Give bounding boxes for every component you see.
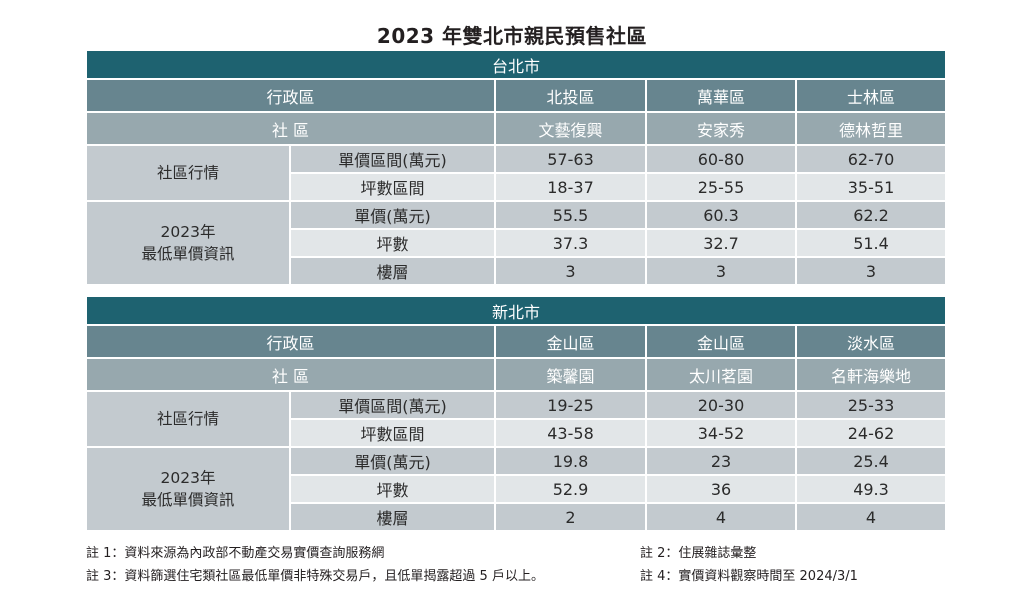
value-cell: 43-58 [494, 418, 647, 448]
community-row: 社 區 築馨園 太川茗園 名軒海樂地 [85, 357, 948, 392]
value-cell: 25.4 [794, 446, 948, 476]
value-cell: 57-63 [494, 144, 647, 174]
district-cell: 淡水區 [794, 324, 948, 359]
community-cell: 太川茗園 [645, 357, 797, 392]
row-label: 坪數 [289, 474, 496, 504]
value-cell: 35-51 [794, 172, 948, 202]
page-title: 2023 年雙北市親民預售社區 [376, 24, 648, 48]
district-label: 行政區 [85, 324, 496, 359]
value-cell: 62.2 [794, 200, 948, 230]
community-label: 社 區 [85, 357, 496, 392]
value-cell: 23 [645, 446, 797, 476]
row-label: 單價區間(萬元) [289, 144, 496, 174]
value-cell: 24-62 [794, 418, 948, 448]
table-row: 社區行情 單價區間(萬元) 57-63 60-80 62-70 [85, 144, 948, 202]
value-cell: 55.5 [494, 200, 647, 230]
row-label: 單價(萬元) [289, 200, 496, 230]
community-cell: 德林哲里 [794, 111, 948, 146]
footnote-1: 註 1：資料來源為內政部不動產交易實價查詢服務網 [86, 546, 385, 561]
value-cell: 25-55 [645, 172, 797, 202]
value-cell: 4 [794, 502, 948, 532]
market-group-label: 社區行情 [85, 390, 291, 448]
district-row: 行政區 金山區 金山區 淡水區 [85, 324, 948, 359]
row-label: 單價區間(萬元) [289, 390, 496, 420]
value-cell: 19-25 [494, 390, 647, 420]
row-label: 坪數區間 [289, 172, 496, 202]
value-cell: 37.3 [494, 228, 647, 258]
row-label: 樓層 [289, 502, 496, 532]
row-label: 坪數 [289, 228, 496, 258]
row-label: 樓層 [289, 256, 496, 286]
table-row: 坪數區間 43-58 34-52 24-62 [86, 418, 948, 448]
community-cell: 安家秀 [645, 111, 797, 146]
district-cell: 金山區 [645, 324, 797, 359]
table-row: 社區行情 單價區間(萬元) 19-25 20-30 25-33 [85, 390, 948, 448]
district-cell: 士林區 [794, 78, 948, 113]
community-cell: 文藝復興 [494, 111, 647, 146]
community-cell: 名軒海樂地 [794, 357, 948, 392]
table-row: 坪數區間 18-37 25-55 35-51 [86, 172, 948, 202]
lowest-group-label: 2023年 最低單價資訊 [85, 200, 291, 286]
row-label: 單價(萬元) [289, 446, 496, 476]
lowest-group-label-line1: 2023年 [160, 469, 216, 487]
community-row: 社 區 文藝復興 安家秀 德林哲里 [85, 111, 948, 146]
table-row: 樓層 3 3 3 [86, 256, 948, 286]
value-cell: 60-80 [645, 144, 797, 174]
footnote-2: 註 2：住展雜誌彙整 [640, 546, 757, 561]
value-cell: 34-52 [645, 418, 797, 448]
city-header: 台北市 [84, 49, 948, 80]
value-cell: 36 [645, 474, 797, 504]
lowest-group-label-line1: 2023年 [160, 223, 216, 241]
community-cell: 築馨園 [494, 357, 647, 392]
market-group-label: 社區行情 [85, 144, 291, 202]
value-cell: 52.9 [494, 474, 647, 504]
table-row: 樓層 2 4 4 [86, 502, 948, 532]
table-row: 坪數 52.9 36 49.3 [86, 474, 948, 504]
value-cell: 3 [794, 256, 948, 286]
city-header: 新北市 [84, 295, 948, 326]
value-cell: 60.3 [645, 200, 797, 230]
value-cell: 20-30 [645, 390, 797, 420]
row-label: 坪數區間 [289, 418, 496, 448]
district-cell: 北投區 [494, 78, 647, 113]
value-cell: 25-33 [794, 390, 948, 420]
city-header-row: 台北市 [84, 49, 948, 80]
value-cell: 2 [494, 502, 647, 532]
district-label: 行政區 [85, 78, 496, 113]
value-cell: 19.8 [494, 446, 647, 476]
value-cell: 4 [645, 502, 797, 532]
community-label: 社 區 [85, 111, 496, 146]
value-cell: 3 [645, 256, 797, 286]
table-row: 2023年 最低單價資訊 單價(萬元) 55.5 60.3 62.2 [85, 200, 948, 286]
value-cell: 62-70 [794, 144, 948, 174]
value-cell: 18-37 [494, 172, 647, 202]
city-header-row: 新北市 [84, 295, 948, 326]
table-row: 2023年 最低單價資訊 單價(萬元) 19.8 23 25.4 [85, 446, 948, 532]
footnote-3: 註 3：資料篩選住宅類社區最低單價非特殊交易戶，且低單揭露超過 5 戶以上。 [86, 569, 544, 584]
value-cell: 3 [494, 256, 647, 286]
district-cell: 金山區 [494, 324, 647, 359]
value-cell: 49.3 [794, 474, 948, 504]
district-cell: 萬華區 [645, 78, 797, 113]
lowest-group-label: 2023年 最低單價資訊 [85, 446, 291, 532]
district-row: 行政區 北投區 萬華區 士林區 [85, 78, 948, 113]
value-cell: 32.7 [645, 228, 797, 258]
footnote-4: 註 4：實價資料觀察時間至 2024/3/1 [640, 569, 858, 584]
lowest-group-label-line2: 最低單價資訊 [141, 491, 235, 509]
value-cell: 51.4 [794, 228, 948, 258]
new-taipei-table: 新北市 行政區 金山區 金山區 淡水區 社 區 築馨園 太川茗園 名軒海樂地 社… [84, 295, 948, 532]
taipei-table: 台北市 行政區 北投區 萬華區 士林區 社 區 文藝復興 安家秀 德林哲里 社區… [84, 49, 948, 286]
lowest-group-label-line2: 最低單價資訊 [141, 245, 235, 263]
table-row: 坪數 37.3 32.7 51.4 [86, 228, 948, 258]
